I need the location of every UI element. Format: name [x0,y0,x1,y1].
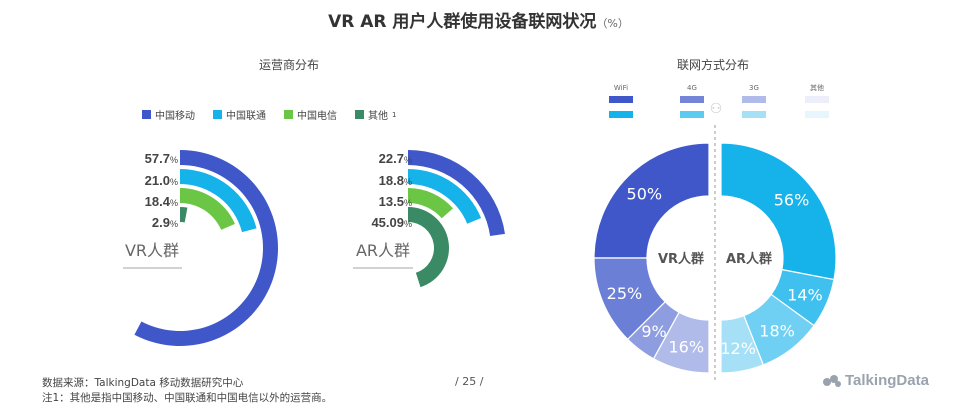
logo-icon [823,374,841,387]
source-note: 数据来源：TalkingData 移动数据研究中心 [42,377,244,389]
legend-swatch [284,110,293,119]
net-legend-ar-swatch-1 [680,111,704,118]
donut-value-label-2-0: 50% [627,184,663,203]
page-title: VR AR 用户人群使用设备联网状况（%） [328,12,629,32]
legend-item-unicom: 中国联通 [213,107,266,122]
net-legend-vr-swatch-2 [742,96,766,103]
donut-value-label-2-3: 16% [668,338,704,357]
donut-value-label-3-1: 14% [787,285,823,304]
radial-bar-0-1 [180,169,257,233]
net-legend-ar-swatch-2 [742,111,766,118]
legend-swatch [355,110,364,119]
donut-slice-3-0 [720,142,837,281]
radial-value-label-1-0: 22.7% [379,151,412,166]
net-legend-ar-swatch-0 [609,111,633,118]
radial-group-name-1: AR人群 [356,241,410,260]
people-icon: ⚇ [710,101,723,117]
brand-logo: TalkingData [822,372,929,389]
radial-value-label-1-1: 18.8% [379,173,412,188]
donut-center-name-2: VR人群 [658,251,704,267]
donut-value-label-3-2: 18% [759,321,795,340]
radial-value-label-0-2: 18.4% [145,194,178,209]
radial-bar-0-2 [180,188,235,230]
radial-bar-1-0 [408,150,505,237]
footnote: 注1：其他是指中国移动、中国联通和中国电信以外的运营商。 [42,392,333,404]
page-number: / 25 / [455,375,484,388]
title-unit: （%） [596,17,629,30]
radial-value-label-0-0: 57.7% [145,151,178,166]
net-legend-header-1: 4G [687,84,697,92]
radial-value-label-1-3: 45.09% [371,215,412,230]
radial-bar-0-3 [180,206,188,223]
net-legend-vr-swatch-0 [609,96,633,103]
radial-value-label-0-3: 2.9% [152,215,178,230]
donut-value-label-2-2: 9% [641,322,666,341]
net-legend-vr-swatch-3 [805,96,829,103]
radial-bar-1-1 [408,169,482,224]
donut-value-label-3-3: 12% [720,339,756,358]
net-legend-header-2: 3G [749,84,759,92]
radial-value-label-0-1: 21.0% [145,173,178,188]
donut-value-label-2-1: 25% [607,284,643,303]
radial-group-name-0: VR人群 [125,241,179,260]
donut-slice-3-3 [720,314,765,374]
legend-item-other: 其他 1 [355,107,396,122]
legend-swatch [142,110,151,119]
donut-slice-2-0 [593,142,710,259]
donut-slice-2-3 [652,311,710,374]
left-subtitle: 运营商分布 [259,58,320,72]
donut-value-label-3-0: 56% [774,191,810,210]
legend-item-mobile: 中国移动 [142,107,195,122]
net-legend-header-0: WiFi [614,84,628,92]
legend-item-telecom: 中国电信 [284,107,337,122]
donut-center-name-3: AR人群 [726,251,772,267]
radial-bar-1-3 [408,207,449,288]
right-subtitle: 联网方式分布 [677,58,750,72]
legend-swatch [213,110,222,119]
net-legend-header-3: 其他 [810,83,824,92]
radial-bar-1-2 [408,188,454,219]
donut-slice-2-2 [626,300,680,360]
radial-bar-0-0 [134,150,279,347]
carrier-legend: 中国移动 中国联通 中国电信 其他 1 [142,107,396,122]
radial-value-label-1-2: 13.5% [379,194,412,209]
net-legend-vr-swatch-1 [680,96,704,103]
net-legend-ar-swatch-3 [805,111,829,118]
